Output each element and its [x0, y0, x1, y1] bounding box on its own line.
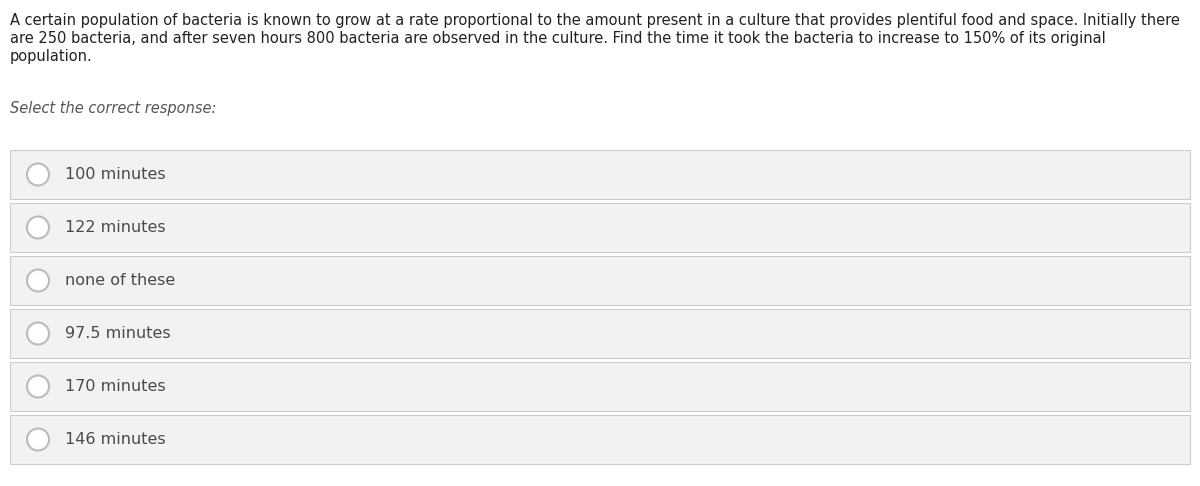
Text: are 250 bacteria, and after seven hours 800 bacteria are observed in the culture: are 250 bacteria, and after seven hours …	[10, 32, 1105, 47]
Text: 170 minutes: 170 minutes	[65, 379, 166, 394]
Text: population.: population.	[10, 50, 92, 65]
Ellipse shape	[28, 376, 49, 398]
Text: 97.5 minutes: 97.5 minutes	[65, 326, 170, 341]
FancyBboxPatch shape	[10, 256, 1190, 305]
FancyBboxPatch shape	[10, 415, 1190, 464]
FancyBboxPatch shape	[10, 203, 1190, 252]
Text: 146 minutes: 146 minutes	[65, 432, 166, 447]
Text: A certain population of bacteria is known to grow at a rate proportional to the : A certain population of bacteria is know…	[10, 14, 1180, 29]
Text: none of these: none of these	[65, 273, 175, 288]
Ellipse shape	[28, 429, 49, 451]
FancyBboxPatch shape	[10, 362, 1190, 411]
Text: Select the correct response:: Select the correct response:	[10, 102, 216, 117]
FancyBboxPatch shape	[10, 150, 1190, 199]
Ellipse shape	[28, 270, 49, 292]
Ellipse shape	[28, 163, 49, 186]
FancyBboxPatch shape	[10, 309, 1190, 358]
Ellipse shape	[28, 216, 49, 239]
Ellipse shape	[28, 323, 49, 345]
Text: 122 minutes: 122 minutes	[65, 220, 166, 235]
Text: 100 minutes: 100 minutes	[65, 167, 166, 182]
